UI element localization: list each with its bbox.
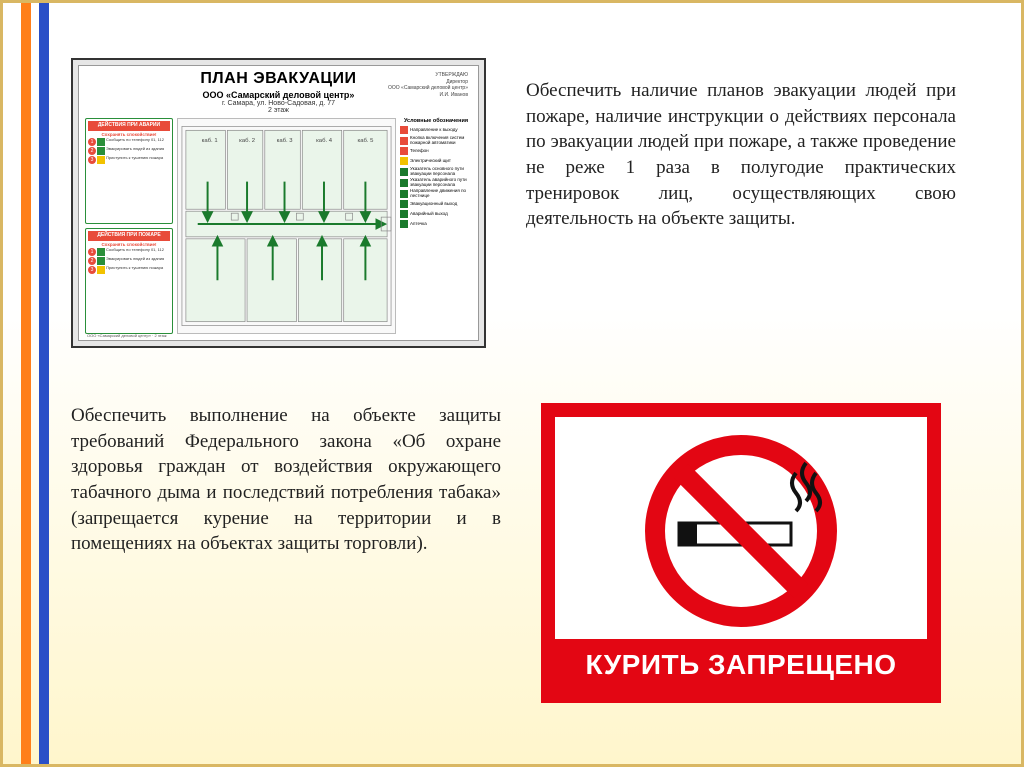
legend-item: Аварийный выход bbox=[400, 210, 472, 218]
step: 1Сообщить по телефону 01, 112 bbox=[88, 248, 170, 256]
evac-floor: 2 этаж bbox=[79, 107, 478, 114]
evacuation-plan: УТВЕРЖДАЮ Директор ООО «Самарский делово… bbox=[71, 58, 486, 348]
legend: Условные обозначения Направление к выход… bbox=[400, 118, 472, 334]
no-smoking-sign: КУРИТЬ ЗАПРЕЩЕНО bbox=[541, 403, 941, 703]
no-smoking-icon bbox=[631, 431, 851, 631]
paragraph-2: Обеспечить выполнение на объекте защиты … bbox=[71, 403, 501, 557]
legend-label: Указатель аварийного пути эвакуации перс… bbox=[410, 178, 472, 187]
step: 3Приступить к тушению пожара bbox=[88, 156, 170, 164]
legend-label: Аварийный выход bbox=[410, 212, 448, 217]
legend-item: Указатель основного пути эвакуации персо… bbox=[400, 167, 472, 176]
legend-item: Электрический щит bbox=[400, 157, 472, 165]
legend-label: Направление движения по лестнице bbox=[410, 189, 472, 198]
box-subtitle: Сохранять спокойствие! bbox=[88, 242, 170, 247]
instruction-box-accident: ДЕЙСТВИЯ ПРИ АВАРИИ Сохранять спокойстви… bbox=[85, 118, 173, 224]
box-title: ДЕЙСТВИЯ ПРИ АВАРИИ bbox=[88, 121, 170, 131]
legend-label: Телефон bbox=[410, 149, 429, 154]
svg-text:каб. 1: каб. 1 bbox=[202, 138, 218, 144]
legend-label: Кнопка включения систем пожарной автомат… bbox=[410, 136, 472, 145]
accent-stripe-orange bbox=[21, 3, 31, 764]
approve-line: И.И. Иванов bbox=[388, 92, 468, 99]
legend-item: Кнопка включения систем пожарной автомат… bbox=[400, 136, 472, 145]
approve-line: ООО «Самарский деловой центр» bbox=[388, 85, 468, 92]
legend-swatch bbox=[400, 210, 408, 218]
legend-title: Условные обозначения bbox=[400, 118, 472, 124]
legend-label: Указатель основного пути эвакуации персо… bbox=[410, 167, 472, 176]
legend-swatch bbox=[400, 157, 408, 165]
box-title: ДЕЙСТВИЯ ПРИ ПОЖАРЕ bbox=[88, 231, 170, 241]
legend-item: Аптечка bbox=[400, 220, 472, 228]
legend-swatch bbox=[400, 137, 408, 145]
legend-swatch bbox=[400, 168, 408, 176]
row-bottom: Обеспечить выполнение на объекте защиты … bbox=[71, 403, 993, 703]
legend-swatch bbox=[400, 126, 408, 134]
svg-text:каб. 4: каб. 4 bbox=[316, 138, 333, 144]
legend-label: Направление к выходу bbox=[410, 128, 458, 133]
evac-inner: УТВЕРЖДАЮ Директор ООО «Самарский делово… bbox=[78, 65, 479, 341]
step: 3Приступить к тушению пожара bbox=[88, 266, 170, 274]
legend-swatch bbox=[400, 220, 408, 228]
row-top: УТВЕРЖДАЮ Директор ООО «Самарский делово… bbox=[71, 58, 993, 348]
content: УТВЕРЖДАЮ Директор ООО «Самарский делово… bbox=[63, 3, 1001, 764]
legend-label: Аптечка bbox=[410, 222, 427, 227]
instruction-box-fire: ДЕЙСТВИЯ ПРИ ПОЖАРЕ Сохранять спокойстви… bbox=[85, 228, 173, 334]
step: 2Эвакуировать людей из здания bbox=[88, 147, 170, 155]
accent-stripe-blue bbox=[39, 3, 49, 764]
legend-label: Эвакуационный выход bbox=[410, 202, 457, 207]
legend-swatch bbox=[400, 200, 408, 208]
evac-address: г. Самара, ул. Ново-Садовая, д. 77 bbox=[79, 100, 478, 107]
legend-item: Эвакуационный выход bbox=[400, 200, 472, 208]
legend-label: Электрический щит bbox=[410, 159, 451, 164]
svg-text:каб. 2: каб. 2 bbox=[239, 138, 255, 144]
no-smoking-label: КУРИТЬ ЗАПРЕЩЕНО bbox=[555, 639, 927, 689]
legend-swatch bbox=[400, 190, 408, 198]
legend-swatch bbox=[400, 179, 408, 187]
legend-item: Телефон bbox=[400, 147, 472, 155]
approval-block: УТВЕРЖДАЮ Директор ООО «Самарский делово… bbox=[388, 72, 468, 98]
legend-item: Направление движения по лестнице bbox=[400, 189, 472, 198]
evac-body: ДЕЙСТВИЯ ПРИ АВАРИИ Сохранять спокойстви… bbox=[85, 118, 472, 334]
instruction-column: ДЕЙСТВИЯ ПРИ АВАРИИ Сохранять спокойстви… bbox=[85, 118, 173, 334]
legend-swatch bbox=[400, 147, 408, 155]
floor-plan: каб. 1 каб. 2 каб. 3 каб. 4 каб. 5 bbox=[177, 118, 396, 334]
legend-item: Указатель аварийного пути эвакуации перс… bbox=[400, 178, 472, 187]
svg-text:каб. 5: каб. 5 bbox=[358, 138, 375, 144]
step: 1Сообщить по телефону 01, 112 bbox=[88, 138, 170, 146]
svg-text:каб. 3: каб. 3 bbox=[277, 138, 294, 144]
slide: УТВЕРЖДАЮ Директор ООО «Самарский делово… bbox=[0, 0, 1024, 767]
floorplan-svg: каб. 1 каб. 2 каб. 3 каб. 4 каб. 5 bbox=[178, 119, 395, 333]
step: 2Эвакуировать людей из здания bbox=[88, 257, 170, 265]
box-subtitle: Сохранять спокойствие! bbox=[88, 132, 170, 137]
paragraph-1: Обеспечить наличие планов эвакуации люде… bbox=[526, 78, 956, 232]
evac-footer: ООО «Самарский деловой центр» · 2 этаж bbox=[87, 333, 167, 338]
legend-item: Направление к выходу bbox=[400, 126, 472, 134]
